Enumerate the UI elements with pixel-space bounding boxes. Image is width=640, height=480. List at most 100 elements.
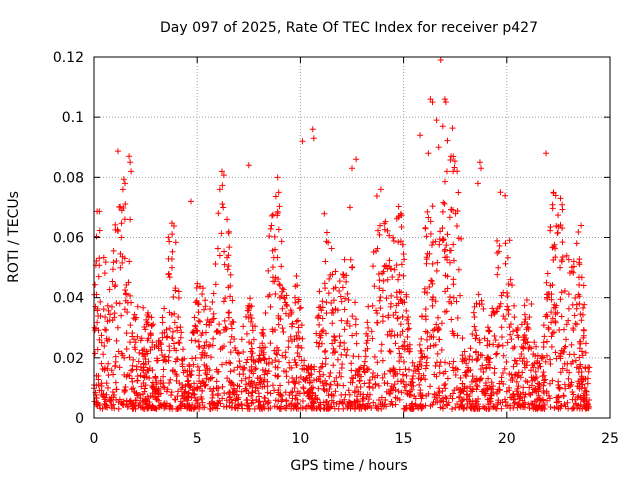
data-point: [396, 271, 403, 278]
data-point: [359, 398, 366, 405]
data-point: [572, 295, 579, 302]
data-point: [123, 345, 130, 352]
data-point: [249, 327, 256, 334]
data-point: [545, 324, 552, 331]
data-point: [274, 373, 281, 380]
data-point: [405, 320, 412, 327]
data-point: [293, 362, 300, 369]
data-point: [518, 343, 525, 350]
data-point: [310, 135, 317, 142]
data-point: [332, 306, 339, 313]
data-point: [132, 397, 139, 404]
data-point: [292, 294, 299, 301]
data-point: [435, 144, 442, 151]
data-point: [251, 379, 258, 386]
data-point: [229, 389, 236, 396]
data-point: [323, 299, 330, 306]
data-point: [210, 315, 217, 322]
data-point: [581, 301, 588, 308]
data-point: [557, 264, 564, 271]
data-point: [283, 301, 290, 308]
data-point: [148, 314, 155, 321]
data-point: [121, 386, 128, 393]
data-point: [258, 348, 265, 355]
data-point: [444, 137, 451, 144]
data-point: [269, 328, 276, 335]
data-point: [219, 361, 226, 368]
data-point: [565, 375, 572, 382]
data-point: [549, 201, 556, 208]
data-point: [279, 396, 286, 403]
data-point: [247, 295, 254, 302]
data-point: [221, 317, 228, 324]
data-point: [149, 339, 156, 346]
data-point: [476, 336, 483, 343]
data-point: [426, 250, 433, 257]
data-point: [472, 405, 479, 412]
data-point: [261, 355, 268, 362]
data-point: [580, 326, 587, 333]
data-point: [261, 344, 268, 351]
data-point: [337, 293, 344, 300]
data-point: [463, 368, 470, 375]
data-point: [113, 396, 120, 403]
data-point: [316, 288, 323, 295]
data-point: [451, 387, 458, 394]
data-point: [532, 375, 539, 382]
data-point: [506, 324, 513, 331]
data-point: [108, 405, 115, 412]
data-point: [112, 379, 119, 386]
data-point: [128, 299, 135, 306]
data-point: [545, 326, 552, 333]
data-point: [292, 395, 299, 402]
data-point: [389, 368, 396, 375]
data-point: [517, 391, 524, 398]
data-point: [383, 295, 390, 302]
data-point: [341, 326, 348, 333]
data-point: [466, 356, 473, 363]
data-point: [323, 310, 330, 317]
data-point: [114, 324, 121, 331]
data-point: [387, 390, 394, 397]
data-point: [538, 353, 545, 360]
data-point: [267, 390, 274, 397]
data-point: [432, 341, 439, 348]
data-point: [246, 374, 253, 381]
data-point: [447, 247, 454, 254]
data-point: [243, 313, 250, 320]
data-point: [395, 239, 402, 246]
data-point: [422, 224, 429, 231]
data-point: [571, 312, 578, 319]
data-point: [434, 259, 441, 266]
data-point: [377, 305, 384, 312]
data-point: [175, 313, 182, 320]
data-point: [398, 389, 405, 396]
data-point: [440, 236, 447, 243]
data-point: [386, 367, 393, 374]
data-point: [521, 302, 528, 309]
data-point: [225, 391, 232, 398]
data-point: [388, 292, 395, 299]
data-point: [571, 351, 578, 358]
data-point: [98, 332, 105, 339]
data-point: [219, 383, 226, 390]
data-point: [552, 311, 559, 318]
data-point: [341, 396, 348, 403]
y-tick-label: 0.12: [53, 50, 84, 66]
data-point: [301, 390, 308, 397]
data-point: [117, 203, 124, 210]
data-point: [396, 366, 403, 373]
data-point: [316, 368, 323, 375]
data-point: [576, 354, 583, 361]
data-point: [336, 288, 343, 295]
data-point: [132, 339, 139, 346]
data-point: [570, 325, 577, 332]
data-point: [265, 368, 272, 375]
data-point: [555, 212, 562, 219]
data-point: [365, 324, 372, 331]
data-point: [540, 401, 547, 408]
data-point: [244, 405, 251, 412]
data-point: [396, 396, 403, 403]
data-point: [519, 369, 526, 376]
data-point: [441, 178, 448, 185]
